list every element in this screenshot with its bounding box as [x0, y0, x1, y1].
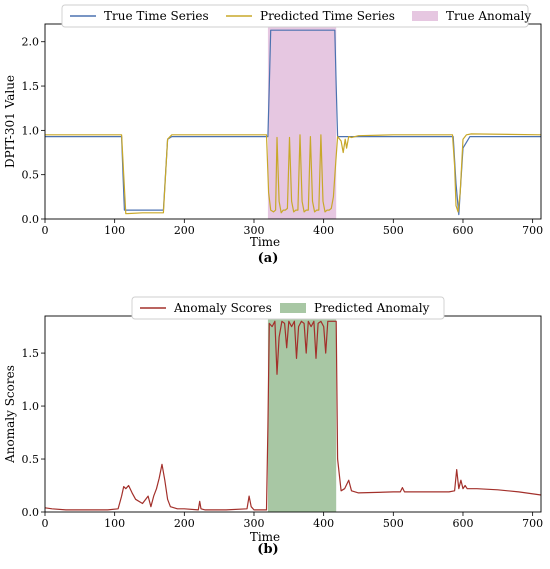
x-tick-label: 300 — [243, 517, 264, 530]
x-tick-label: 0 — [42, 517, 49, 530]
y-tick-label: 0.5 — [22, 453, 40, 466]
series-line-anomaly-scores — [44, 320, 542, 511]
x-tick-label: 700 — [522, 517, 543, 530]
x-tick-label: 400 — [313, 224, 334, 237]
y-tick-label: 1.5 — [22, 347, 40, 360]
legend-predicted-series-label: Predicted Time Series — [260, 9, 395, 23]
x-tick-label: 200 — [174, 517, 195, 530]
x-tick-label: 0 — [42, 224, 49, 237]
x-tick-label: 100 — [104, 517, 125, 530]
y-axis-label: Anomaly Scores — [3, 365, 17, 464]
legend-anomaly-scores-label: Anomaly Scores — [173, 301, 272, 315]
series-line-true — [45, 29, 541, 216]
legend-true-series-label: True Time Series — [104, 9, 209, 23]
legend-true-anomaly-swatch — [412, 11, 438, 21]
series-line-predicted — [45, 133, 542, 215]
x-tick-label: 100 — [104, 224, 125, 237]
legend-true-anomaly-label: True Anomaly — [446, 9, 531, 23]
y-axis-label: DPIT-301 Value — [3, 75, 17, 168]
legend: True Time Series Predicted Time Series Tru… — [61, 4, 531, 28]
subplot-caption: (a) — [258, 251, 279, 266]
y-tick-label: 1.0 — [22, 124, 40, 137]
x-tick-label: 500 — [383, 517, 404, 530]
x-tick-label: 200 — [174, 224, 195, 237]
y-tick-label: 2.0 — [22, 36, 40, 49]
subplot-b: 0 100 200 300 400 500 600 700 0.0 0.5 1.0 1.5 Time An… — [3, 296, 543, 557]
y-tick-label: 1.5 — [22, 80, 40, 93]
x-tick-label: 700 — [522, 224, 543, 237]
x-tick-label: 600 — [452, 517, 473, 530]
x-axis-label: Time — [250, 530, 280, 544]
y-tick-label: 0.0 — [22, 213, 40, 226]
x-tick-label: 300 — [243, 224, 264, 237]
legend-predicted-anomaly-label: Predicted Anomaly — [314, 301, 430, 315]
subplot-a: 0 100 200 300 400 500 600 700 0.0 0.5 1.0 1.5 2.0 Tim… — [3, 4, 543, 266]
x-tick-label: 600 — [452, 224, 473, 237]
x-axis-label: Time — [250, 235, 280, 249]
x-tick-label: 400 — [313, 517, 334, 530]
legend-predicted-anomaly-swatch — [280, 303, 306, 313]
y-tick-label: 1.0 — [22, 400, 40, 413]
x-tick-label: 500 — [383, 224, 404, 237]
y-tick-label: 0.0 — [22, 506, 40, 519]
legend: Anomaly Scores Predicted Anomaly — [131, 296, 445, 320]
subplot-caption: (b) — [257, 542, 278, 557]
y-tick-label: 0.5 — [22, 169, 40, 182]
legend-box — [61, 4, 529, 28]
